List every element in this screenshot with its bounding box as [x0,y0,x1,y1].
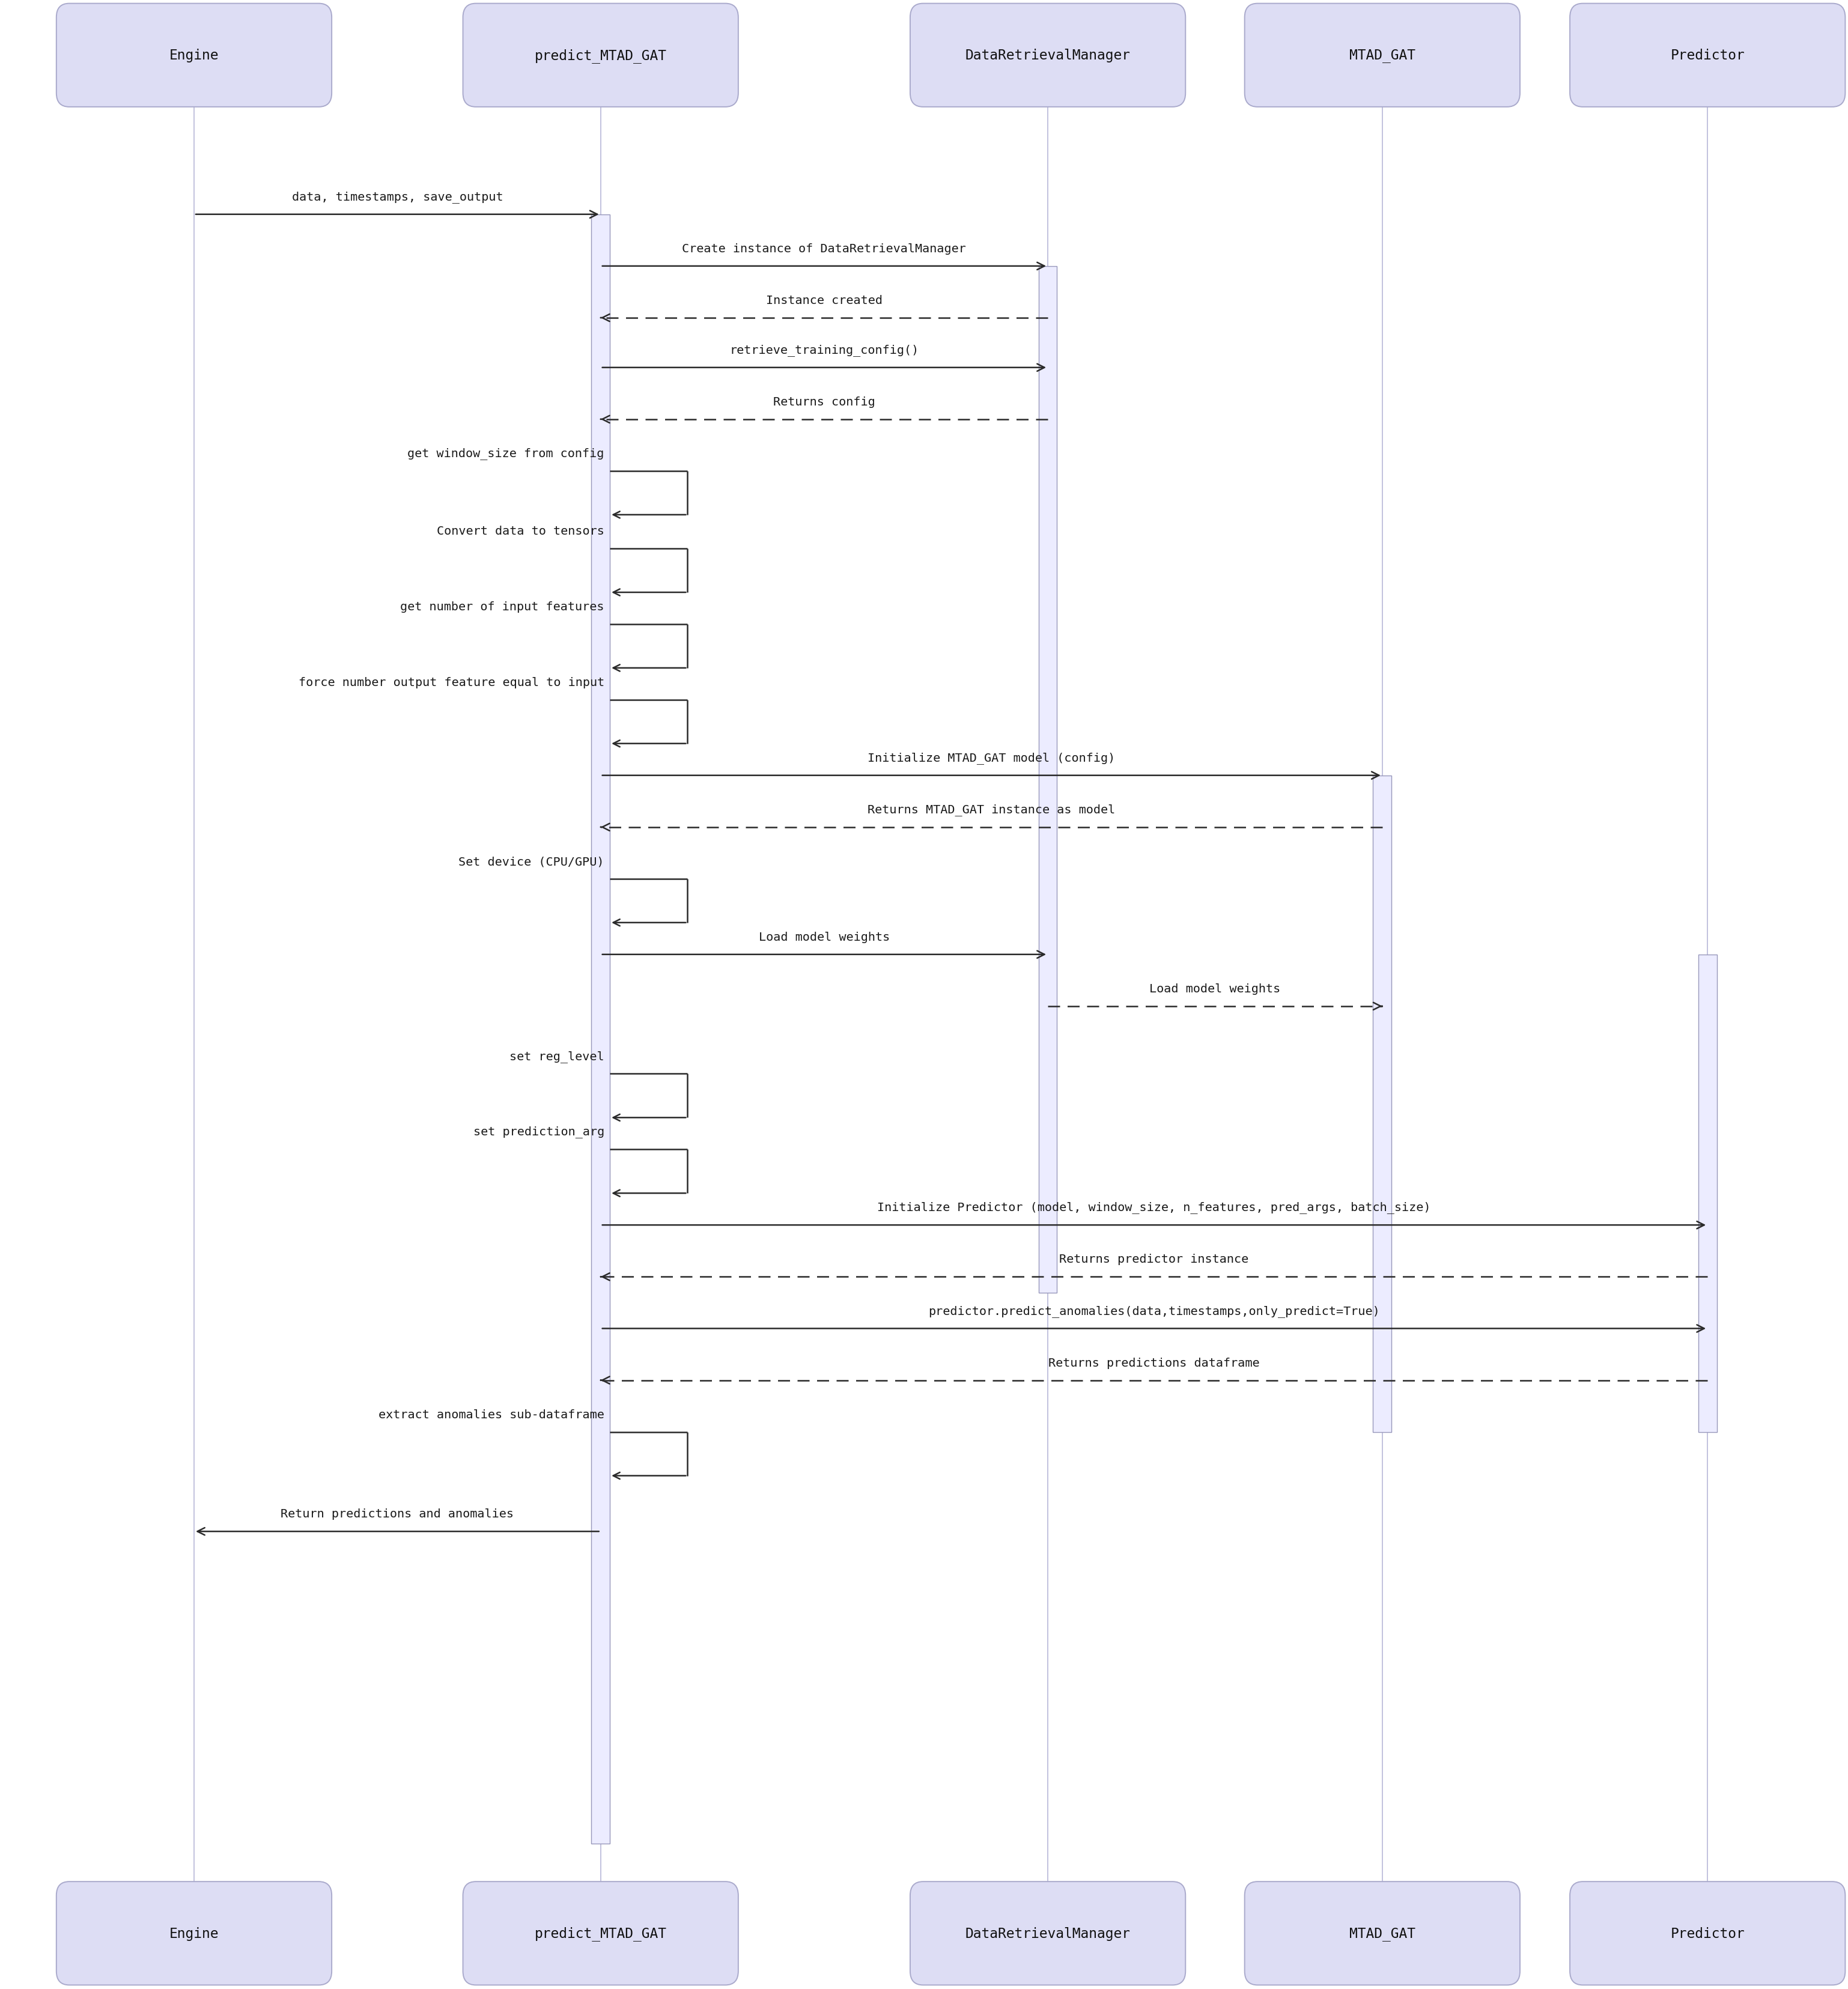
Text: Returns predictor instance: Returns predictor instance [1059,1253,1249,1265]
Text: predict_MTAD_GAT: predict_MTAD_GAT [534,1925,667,1941]
FancyBboxPatch shape [1571,4,1844,107]
Text: Predictor: Predictor [1671,50,1745,62]
Text: get window_size from config: get window_size from config [408,448,604,459]
FancyBboxPatch shape [909,1882,1186,1985]
Text: predictor.predict_anomalies(data,timestamps,only_predict=True): predictor.predict_anomalies(data,timesta… [928,1305,1380,1317]
Bar [1373,776,1392,1432]
Text: data, timestamps, save_output: data, timestamps, save_output [292,191,503,203]
Text: MTAD_GAT: MTAD_GAT [1349,50,1416,62]
Bar [591,215,610,1844]
Text: Instance created: Instance created [765,294,883,306]
FancyBboxPatch shape [1246,4,1521,107]
Text: DataRetrievalManager: DataRetrievalManager [965,1927,1131,1939]
Text: Initialize Predictor (model, window_size, n_features, pred_args, batch_size): Initialize Predictor (model, window_size… [878,1201,1430,1213]
FancyBboxPatch shape [1246,1882,1521,1985]
Text: Engine: Engine [170,50,218,62]
Text: Returns predictions dataframe: Returns predictions dataframe [1048,1356,1260,1368]
FancyBboxPatch shape [909,4,1186,107]
FancyBboxPatch shape [462,4,739,107]
Text: Initialize MTAD_GAT model (config): Initialize MTAD_GAT model (config) [867,752,1116,764]
Text: Engine: Engine [170,1927,218,1939]
Text: Load model weights: Load model weights [760,931,889,943]
FancyBboxPatch shape [55,1882,333,1985]
Bar [1698,955,1717,1432]
Text: get number of input features: get number of input features [401,601,604,613]
FancyBboxPatch shape [55,4,333,107]
Text: retrieve_training_config(): retrieve_training_config() [730,344,918,356]
FancyBboxPatch shape [1571,1882,1844,1985]
Text: MTAD_GAT: MTAD_GAT [1349,1927,1416,1939]
Text: Returns MTAD_GAT instance as model: Returns MTAD_GAT instance as model [867,804,1116,815]
Bar [1039,267,1057,1293]
Text: Set device (CPU/GPU): Set device (CPU/GPU) [458,855,604,867]
FancyBboxPatch shape [462,1882,739,1985]
Text: Convert data to tensors: Convert data to tensors [436,525,604,537]
Text: Load model weights: Load model weights [1149,983,1281,994]
Text: set prediction_arg: set prediction_arg [473,1126,604,1138]
Text: Return predictions and anomalies: Return predictions and anomalies [281,1508,514,1520]
Text: set reg_level: set reg_level [510,1050,604,1062]
Text: predict_MTAD_GAT: predict_MTAD_GAT [534,48,667,64]
Text: Predictor: Predictor [1671,1927,1745,1939]
Text: DataRetrievalManager: DataRetrievalManager [965,50,1131,62]
Text: force number output feature equal to input: force number output feature equal to inp… [298,676,604,688]
Text: Create instance of DataRetrievalManager: Create instance of DataRetrievalManager [682,243,967,255]
Text: extract anomalies sub-dataframe: extract anomalies sub-dataframe [379,1408,604,1420]
Text: Returns config: Returns config [772,396,876,408]
